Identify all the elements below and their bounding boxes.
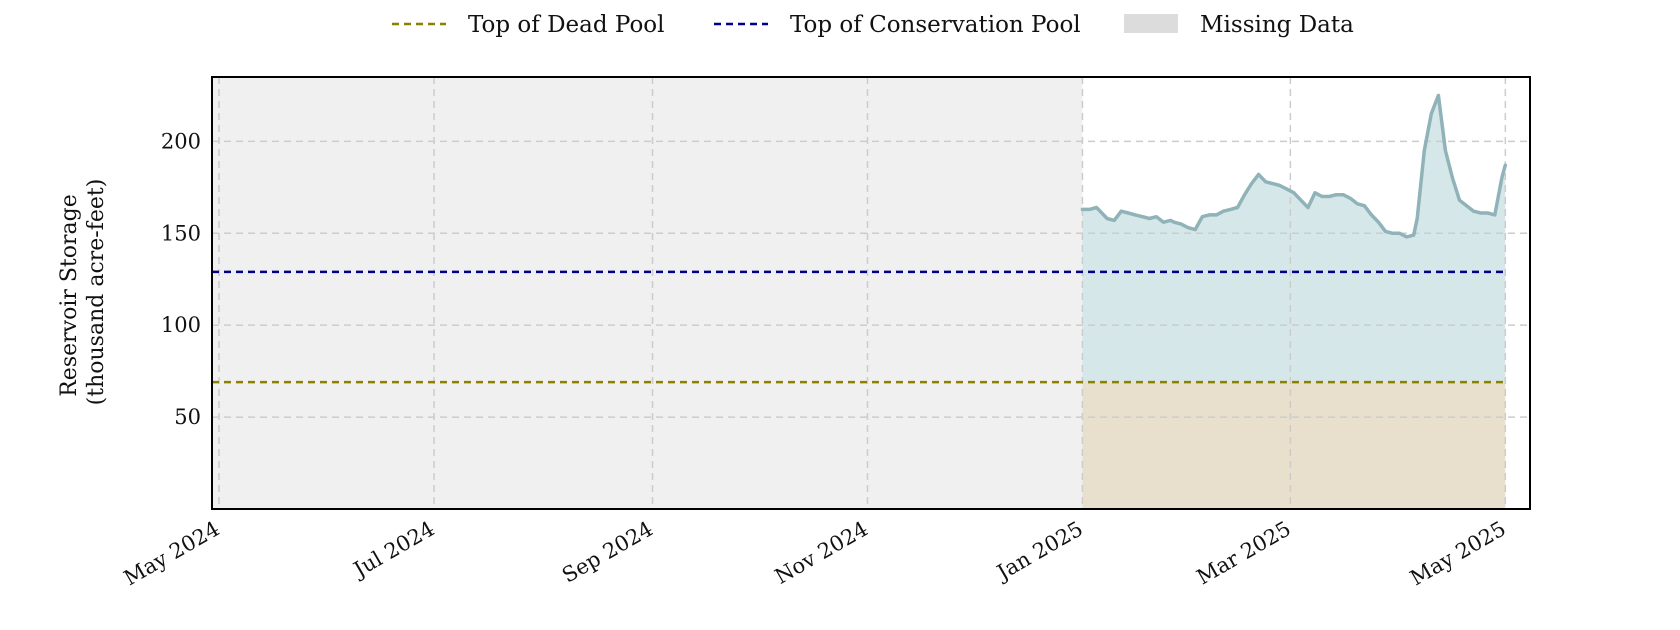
y-axis: 50 100 150 200 <box>161 129 201 429</box>
x-tick-label: Nov 2024 <box>771 517 872 589</box>
legend-swatch-missing-data <box>1124 14 1178 33</box>
y-tick-label: 50 <box>174 405 201 429</box>
x-tick-label: Mar 2025 <box>1193 517 1295 590</box>
gridlines <box>212 77 1530 509</box>
y-tick-label: 100 <box>161 313 201 337</box>
y-tick-label: 150 <box>161 221 201 245</box>
storage-series-line <box>1080 93 1508 239</box>
y-axis-title: Reservoir Storage (thousand acre-feet) <box>57 179 109 406</box>
missing-data-region <box>212 77 1083 509</box>
x-tick-label: May 2024 <box>120 517 224 591</box>
legend-label-dead-pool: Top of Dead Pool <box>468 12 665 38</box>
x-tick-label: Jul 2024 <box>348 517 439 583</box>
dead-pool-fill <box>1082 382 1506 509</box>
x-tick-label: Jan 2025 <box>991 517 1087 586</box>
legend-label-conservation-pool: Top of Conservation Pool <box>790 12 1081 38</box>
y-axis-title-line-2: (thousand acre-feet) <box>84 179 109 406</box>
storage-area-fill <box>1082 95 1506 383</box>
y-tick-label: 200 <box>161 129 201 153</box>
legend-label-missing-data: Missing Data <box>1200 12 1354 38</box>
plot-area <box>211 76 1531 510</box>
plot-frame <box>211 76 1531 510</box>
x-axis: May 2024 Jul 2024 Sep 2024 Nov 2024 Jan 2025… <box>120 517 1510 591</box>
y-axis-title-line-1: Reservoir Storage <box>57 194 82 397</box>
legend: Top of Dead Pool Top of Conservation Poo… <box>392 12 1354 38</box>
x-tick-label: May 2025 <box>1406 517 1510 591</box>
x-tick-label: Sep 2024 <box>558 517 657 588</box>
